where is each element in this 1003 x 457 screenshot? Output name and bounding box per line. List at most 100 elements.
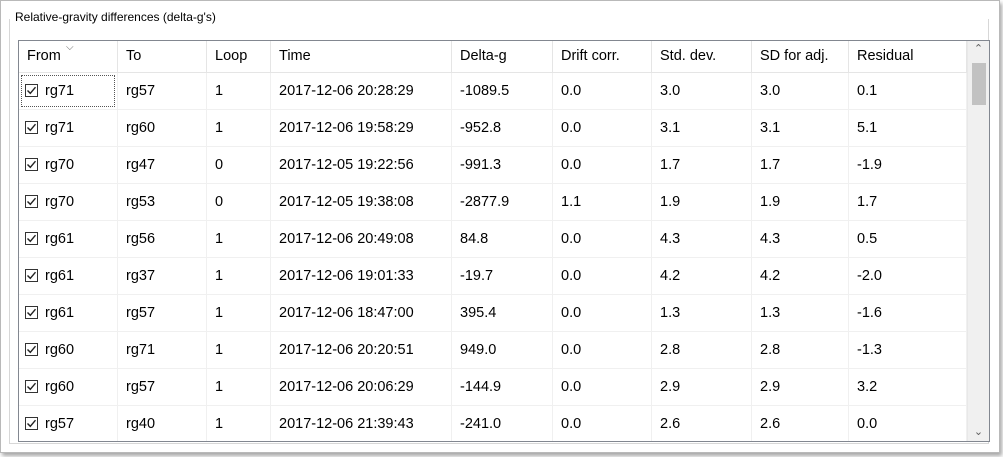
table-row[interactable]: rg70 rg47 0 2017-12-05 19:22:56 -991.3 0.0 1.7…	[19, 147, 967, 184]
cell-sd-adj: 3.0	[752, 73, 849, 109]
cell-to: rg57	[118, 73, 207, 109]
cell-text: 1.7	[857, 194, 878, 210]
row-checkbox[interactable]	[25, 417, 38, 430]
cell-std: 2.6	[652, 406, 752, 441]
cell-text: 3.1	[660, 120, 681, 136]
sort-chevron-down-icon: ⌵	[66, 42, 74, 53]
cell-drift: 0.0	[553, 258, 652, 294]
cell-from[interactable]: rg57	[19, 406, 118, 441]
scroll-thumb[interactable]	[972, 63, 986, 105]
table-row[interactable]: rg61 rg57 1 2017-12-06 18:47:00 395.4 0.0 1.3 1…	[19, 295, 967, 332]
cell-text: -1.6	[857, 305, 882, 321]
cell-delta-g: -952.8	[452, 110, 553, 146]
cell-text: 2017-12-05 19:38:08	[279, 194, 414, 210]
cell-to: rg71	[118, 332, 207, 368]
cell-text: 2017-12-06 20:28:29	[279, 83, 414, 99]
row-checkbox[interactable]	[25, 158, 38, 171]
table-row[interactable]: rg60 rg71 1 2017-12-06 20:20:51 949.0 0.0 2.8 2…	[19, 332, 967, 369]
table-row[interactable]: rg71 rg60 1 2017-12-06 19:58:29 -952.8 0.0 3.1…	[19, 110, 967, 147]
cell-text: 0	[215, 157, 224, 173]
cell-delta-g: 949.0	[452, 332, 553, 368]
column-header-from[interactable]: From ⌵	[19, 41, 118, 72]
row-checkbox[interactable]	[25, 232, 38, 245]
cell-text: -1.3	[857, 342, 882, 358]
cell-text: rg61	[45, 305, 75, 321]
cell-residual: 0.0	[849, 406, 967, 441]
cell-text: rg47	[126, 157, 156, 173]
cell-text: 2017-12-06 20:20:51	[279, 342, 414, 358]
cell-loop: 1	[207, 332, 271, 368]
row-checkbox[interactable]	[25, 121, 38, 134]
column-header-delta-g[interactable]: Delta-g	[452, 41, 553, 72]
cell-to: rg37	[118, 258, 207, 294]
column-header-to[interactable]: To	[118, 41, 207, 72]
cell-from[interactable]: rg60	[19, 332, 118, 368]
cell-sd-adj: 1.3	[752, 295, 849, 331]
cell-text: 2.8	[760, 342, 781, 358]
table-row[interactable]: rg71 rg57 1 2017-12-06 20:28:29 -1089.5 0.0 3.…	[19, 73, 967, 110]
checkmark-icon	[27, 419, 37, 428]
cell-text: -2.0	[857, 268, 882, 284]
cell-text: 2.6	[760, 416, 781, 432]
cell-text: 0.0	[561, 305, 582, 321]
row-checkbox[interactable]	[25, 84, 38, 97]
cell-delta-g: 395.4	[452, 295, 553, 331]
vertical-scrollbar[interactable]: ⌃ ⌄	[967, 41, 989, 441]
row-checkbox[interactable]	[25, 343, 38, 356]
cell-sd-adj: 1.7	[752, 147, 849, 183]
cell-drift: 0.0	[553, 295, 652, 331]
row-checkbox[interactable]	[25, 269, 38, 282]
cell-std: 1.7	[652, 147, 752, 183]
row-checkbox[interactable]	[25, 195, 38, 208]
table-row[interactable]: rg60 rg57 1 2017-12-06 20:06:29 -144.9 0.0 2.9…	[19, 369, 967, 406]
cell-loop: 1	[207, 369, 271, 405]
column-header-std[interactable]: Std. dev.	[652, 41, 752, 72]
cell-drift: 0.0	[553, 73, 652, 109]
table-row[interactable]: rg61 rg37 1 2017-12-06 19:01:33 -19.7 0.0 4.2 4…	[19, 258, 967, 295]
cell-to: rg57	[118, 369, 207, 405]
cell-text: 2.8	[660, 342, 681, 358]
cell-from[interactable]: rg71	[19, 73, 118, 109]
column-header-drift[interactable]: Drift corr.	[553, 41, 652, 72]
cell-text: 1	[215, 416, 224, 432]
cell-text: 3.2	[857, 379, 878, 395]
row-checkbox[interactable]	[25, 380, 38, 393]
cell-residual: -1.9	[849, 147, 967, 183]
cell-sd-adj: 2.8	[752, 332, 849, 368]
column-header-loop[interactable]: Loop	[207, 41, 271, 72]
cell-from[interactable]: rg61	[19, 221, 118, 257]
cell-text: 2017-12-06 18:47:00	[279, 305, 414, 321]
checkmark-icon	[27, 123, 37, 132]
cell-from[interactable]: rg61	[19, 295, 118, 331]
cell-residual: 0.1	[849, 73, 967, 109]
table-row[interactable]: rg61 rg56 1 2017-12-06 20:49:08 84.8 0.0 4.3 4.…	[19, 221, 967, 258]
scroll-down-icon[interactable]: ⌄	[973, 426, 984, 438]
cell-from[interactable]: rg70	[19, 184, 118, 220]
cell-text: rg71	[45, 120, 75, 136]
cell-from[interactable]: rg71	[19, 110, 118, 146]
row-checkbox[interactable]	[25, 306, 38, 319]
cell-sd-adj: 2.9	[752, 369, 849, 405]
cell-time: 2017-12-06 20:06:29	[271, 369, 452, 405]
cell-std: 2.9	[652, 369, 752, 405]
cell-from[interactable]: rg61	[19, 258, 118, 294]
cell-text: 84.8	[460, 231, 489, 247]
cell-drift: 0.0	[553, 406, 652, 441]
cell-from[interactable]: rg60	[19, 369, 118, 405]
cell-text: rg61	[45, 268, 75, 284]
cell-std: 3.0	[652, 73, 752, 109]
checkmark-icon	[27, 234, 37, 243]
column-header-sd-adj[interactable]: SD for adj.	[752, 41, 849, 72]
column-header-time[interactable]: Time	[271, 41, 452, 72]
table-row[interactable]: rg57 rg40 1 2017-12-06 21:39:43 -241.0 0.0 2.6…	[19, 406, 967, 441]
cell-to: rg53	[118, 184, 207, 220]
cell-from[interactable]: rg70	[19, 147, 118, 183]
group-title: Relative-gravity differences (delta-g's)	[15, 10, 216, 24]
cell-time: 2017-12-05 19:22:56	[271, 147, 452, 183]
column-header-residual[interactable]: Residual	[849, 41, 967, 72]
cell-delta-g: -991.3	[452, 147, 553, 183]
cell-to: rg57	[118, 295, 207, 331]
table-row[interactable]: rg70 rg53 0 2017-12-05 19:38:08 -2877.9 1.1 1.…	[19, 184, 967, 221]
cell-loop: 1	[207, 221, 271, 257]
scroll-up-icon[interactable]: ⌃	[973, 43, 984, 55]
